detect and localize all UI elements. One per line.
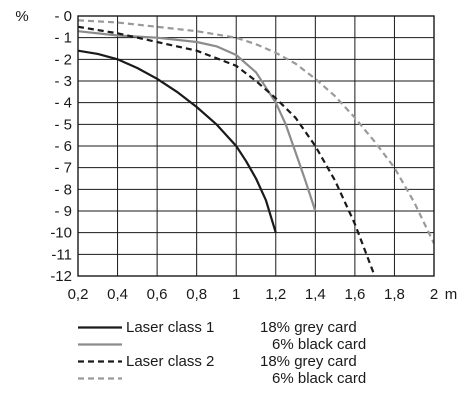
series-line bbox=[77, 30, 317, 212]
y-tick-label: - 5 bbox=[54, 116, 72, 133]
x-tick-label: 1,4 bbox=[305, 286, 326, 303]
x-axis-unit: m bbox=[445, 286, 458, 303]
x-tick-label: 1,6 bbox=[344, 286, 365, 303]
x-tick-labels: 0,2 0,4 0,6 0,8 1 1,2 1,4 1,6 1,8 2 bbox=[68, 286, 439, 303]
legend: Laser class 1 18% grey card 6% black car… bbox=[78, 319, 458, 387]
y-tick-label: - 6 bbox=[54, 138, 72, 155]
x-tick-label: 0,4 bbox=[107, 286, 128, 303]
x-tick-label: 1 bbox=[232, 286, 240, 303]
legend-class-label: Laser class 2 bbox=[126, 353, 215, 370]
chart: - 0- 1- 2- 3- 4- 5- 6- 7- 8- 9-10-11-12 … bbox=[15, 8, 458, 303]
y-tick-label: - 1 bbox=[54, 30, 72, 47]
y-tick-label: - 2 bbox=[54, 51, 72, 68]
plot-frame bbox=[77, 15, 435, 277]
legend-item: 6% black card bbox=[78, 336, 458, 353]
legend-swatch-class2-black bbox=[78, 377, 122, 380]
legend-swatch-class2-grey bbox=[78, 360, 122, 363]
legend-class-label: Laser class 1 bbox=[126, 319, 215, 336]
y-tick-labels: - 0 - 1 - 2 - 3 - 4 - 5 - 6 - 7 - 8 - 9 -10 -11 -12 bbox=[50, 8, 72, 285]
y-tick-label: - 3 bbox=[54, 73, 72, 90]
x-tick-label: 0,8 bbox=[186, 286, 207, 303]
legend-card-label: 6% black card bbox=[272, 370, 367, 387]
x-tick-label: 0,2 bbox=[68, 286, 89, 303]
y-tick-label: - 9 bbox=[54, 203, 72, 220]
legend-swatch-class1-grey bbox=[78, 326, 122, 329]
y-tick-label: -12 bbox=[50, 268, 72, 285]
legend-card-label: 6% black card bbox=[272, 336, 367, 353]
legend-swatch-class1-black bbox=[78, 343, 122, 346]
y-tick-label: -10 bbox=[50, 225, 72, 242]
series-line bbox=[77, 49, 277, 234]
y-tick-label: -11 bbox=[51, 246, 72, 263]
legend-card-label: 18% grey card bbox=[260, 319, 357, 336]
series-line bbox=[77, 19, 435, 244]
x-tick-label: 1,2 bbox=[265, 286, 286, 303]
legend-item: Laser class 1 18% grey card bbox=[78, 319, 458, 336]
legend-item: Laser class 2 18% grey card bbox=[78, 353, 458, 370]
y-tick-label: - 8 bbox=[54, 181, 72, 198]
x-tick-label: 1,8 bbox=[384, 286, 405, 303]
x-tick-label: 2 bbox=[430, 286, 438, 303]
x-tick-label: 0,6 bbox=[147, 286, 168, 303]
series-line bbox=[77, 25, 376, 277]
series-group bbox=[77, 19, 435, 277]
y-tick-label: - 7 bbox=[54, 160, 72, 177]
y-tick-label: - 4 bbox=[54, 95, 72, 112]
y-tick-label: - 0 bbox=[54, 8, 72, 25]
legend-card-label: 18% grey card bbox=[260, 353, 357, 370]
grid bbox=[78, 16, 434, 276]
y-axis-unit: % bbox=[15, 8, 28, 25]
legend-item: 6% black card bbox=[78, 370, 458, 387]
